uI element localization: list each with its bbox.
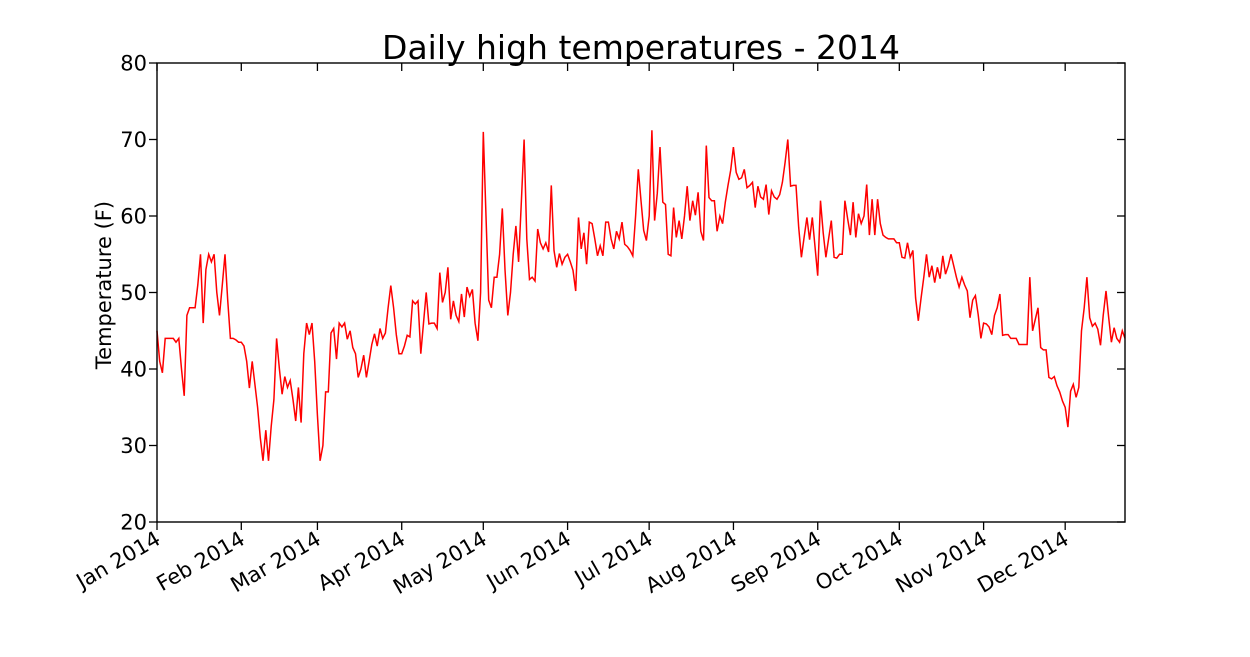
y-tick-label: 20 bbox=[120, 511, 147, 535]
temperature-line bbox=[156, 130, 1126, 461]
y-tick-label: 40 bbox=[120, 358, 147, 382]
chart-title: Daily high temperatures - 2014 bbox=[382, 28, 900, 67]
y-tick-label: 30 bbox=[120, 434, 147, 458]
x-tick-label: Oct 2014 bbox=[811, 527, 907, 596]
y-tick-label: 80 bbox=[120, 52, 147, 76]
y-tick-label: 60 bbox=[120, 205, 147, 229]
x-tick-label: Aug 2014 bbox=[641, 527, 741, 598]
x-tick-label: Nov 2014 bbox=[892, 527, 992, 598]
y-tick-label: 50 bbox=[120, 281, 147, 305]
y-tick-label: 70 bbox=[120, 128, 147, 152]
x-tick-label: Sep 2014 bbox=[727, 527, 825, 598]
x-tick-label: Dec 2014 bbox=[973, 527, 1072, 598]
x-tick-label: Jun 2014 bbox=[481, 527, 575, 595]
x-tick-label: May 2014 bbox=[389, 527, 491, 600]
plot-border bbox=[156, 62, 1126, 523]
x-tick-label: Jan 2014 bbox=[71, 527, 165, 595]
axis-ticks bbox=[149, 62, 1125, 530]
